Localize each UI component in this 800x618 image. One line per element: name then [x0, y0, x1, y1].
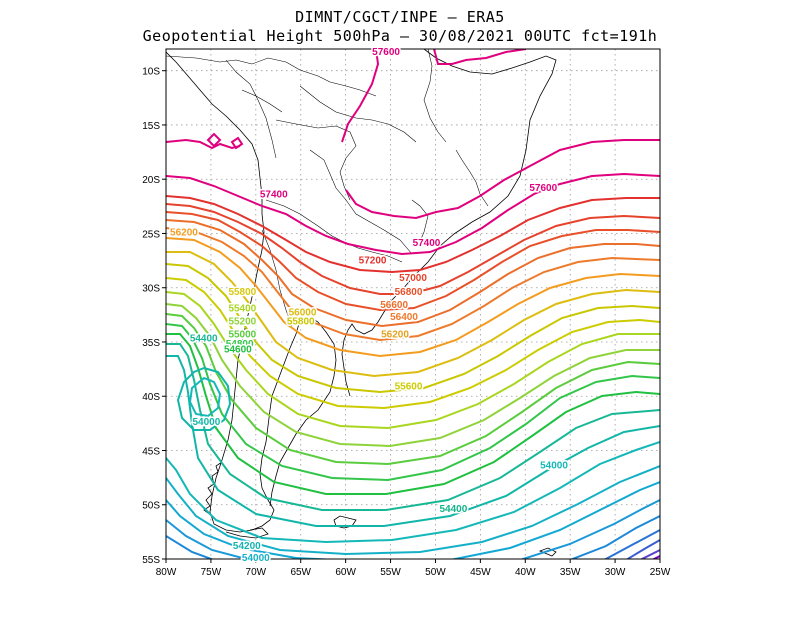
lat-tick-label: 15S	[142, 121, 160, 132]
contour-label: 56800	[395, 287, 423, 298]
contour-small-features	[206, 132, 244, 150]
contour-label: 55600	[395, 381, 423, 392]
lat-tick-label: 55S	[142, 555, 160, 566]
contour-label: 57600	[529, 183, 557, 194]
contour-label: 56200	[170, 227, 198, 238]
contour-label: 57200	[359, 256, 387, 267]
contour-label: 55000	[228, 329, 256, 340]
lat-tick-label: 45S	[142, 446, 160, 457]
country-borders	[166, 49, 489, 327]
contour-label: 55200	[228, 316, 256, 327]
title-line-2: Geopotential Height 500hPa — 30/08/2021 …	[142, 27, 658, 45]
lat-tick-label: 40S	[142, 392, 160, 403]
lat-tick-label: 20S	[142, 175, 160, 186]
contour-label: 55800	[228, 287, 256, 298]
lon-tick-label: 45W	[470, 567, 491, 578]
lon-tick-label: 75W	[201, 567, 222, 578]
lon-tick-label: 55W	[380, 567, 401, 578]
axis-ticks: 80W 75W 70W 65W 60W 55W 50W 45W 40W 35W 30W 25W 10S 1…	[142, 67, 671, 578]
lat-tick-label: 25S	[142, 229, 160, 240]
plot-frame	[165, 48, 661, 560]
lat-tick-label: 30S	[142, 284, 160, 295]
lon-tick-label: 70W	[246, 567, 267, 578]
contour-label: 57600	[372, 47, 400, 58]
contour-label: 54600	[224, 344, 252, 355]
lon-tick-label: 60W	[335, 567, 356, 578]
contour-label: 54400	[440, 504, 468, 515]
contour-label: 57000	[399, 273, 427, 284]
lon-tick-label: 25W	[650, 567, 671, 578]
contour-labels: 57600 57400 57600 57400 57200 57000 56800 56600…	[169, 46, 570, 566]
contour-label: 56000	[289, 308, 317, 319]
lon-tick-label: 40W	[515, 567, 536, 578]
contour-label: 56200	[381, 329, 409, 340]
contour-label: 55400	[228, 303, 256, 314]
contour-label: 56400	[390, 312, 418, 323]
lon-tick-label: 80W	[156, 567, 177, 578]
lon-tick-label: 35W	[560, 567, 581, 578]
lat-tick-label: 10S	[142, 67, 160, 78]
graticule	[166, 49, 660, 559]
contour-label: 54400	[190, 334, 218, 345]
title-line-1: DIMNT/CGCT/INPE — ERA5	[295, 8, 505, 26]
contour-label: 55800	[287, 316, 315, 327]
contour-label: 54200	[233, 541, 261, 552]
contour-label: 54000	[242, 553, 270, 564]
lon-tick-label: 50W	[425, 567, 446, 578]
contour-label: 57400	[260, 189, 288, 200]
lat-tick-label: 50S	[142, 501, 160, 512]
contour-label: 54800	[226, 339, 254, 350]
contour-label: 56600	[380, 300, 408, 311]
lon-tick-label: 30W	[605, 567, 626, 578]
contour-label: 54000	[193, 417, 221, 428]
lon-tick-label: 65W	[290, 567, 311, 578]
contour-label: 57400	[413, 238, 441, 249]
contour-lines	[166, 49, 660, 559]
contour-label: 54000	[540, 461, 568, 472]
lat-tick-label: 35S	[142, 338, 160, 349]
